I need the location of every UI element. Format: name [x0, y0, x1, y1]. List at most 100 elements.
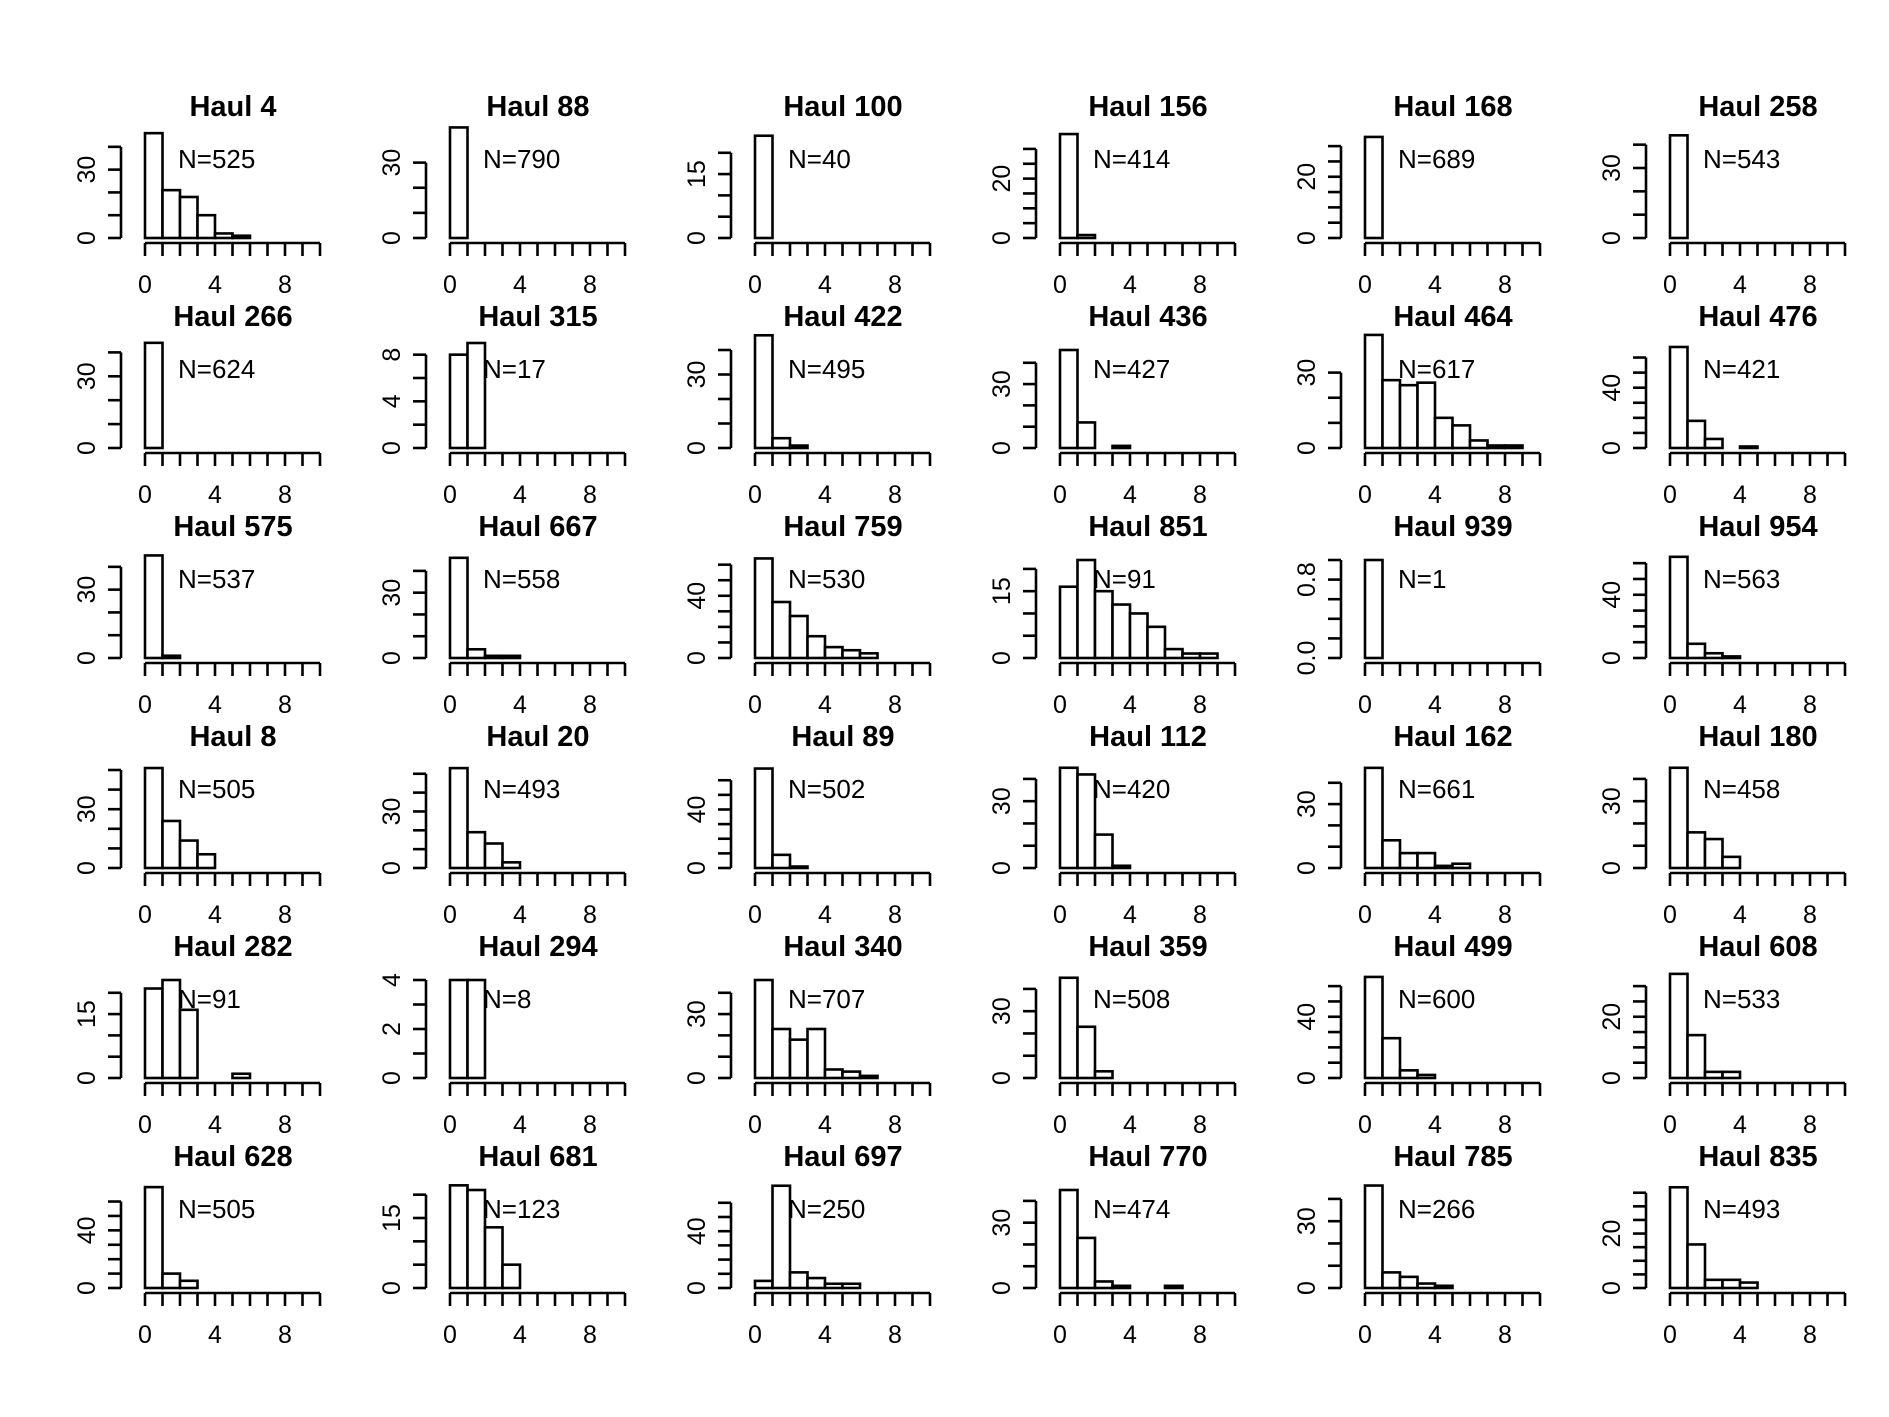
histogram-bar [771, 1184, 792, 1290]
panel-title: Haul 759 [783, 511, 902, 543]
x-tick-label: 4 [1428, 691, 1442, 719]
x-tick-label: 0 [138, 691, 152, 719]
y-tick-label: 0 [378, 1281, 406, 1295]
histogram-bar [143, 554, 164, 660]
histogram-bar [1058, 766, 1079, 870]
sample-size-label: N=525 [178, 144, 255, 174]
x-tick-label: 8 [278, 481, 292, 509]
y-tick-label: 30 [73, 362, 101, 390]
y-tick-label: 8 [378, 348, 406, 362]
y-tick-label: 0 [1598, 651, 1626, 665]
x-tick-label: 8 [1193, 901, 1207, 929]
x-tick-label: 4 [513, 1111, 527, 1139]
panel-title: Haul 422 [783, 301, 902, 333]
panel-title: Haul 835 [1698, 1141, 1817, 1173]
panel-title: Haul 608 [1698, 931, 1817, 963]
x-tick-label: 4 [513, 481, 527, 509]
histogram-bar [1381, 378, 1402, 450]
sample-size-label: N=1 [1398, 564, 1446, 594]
x-tick-label: 4 [208, 691, 222, 719]
x-tick-label: 4 [208, 1111, 222, 1139]
histogram-bar [1181, 652, 1202, 660]
histogram-bar [1686, 419, 1707, 450]
y-tick-label: 30 [73, 795, 101, 823]
histogram-bar [771, 1027, 792, 1080]
x-tick-label: 0 [1358, 691, 1372, 719]
x-tick-label: 8 [278, 691, 292, 719]
panel-title: Haul 4 [189, 91, 276, 123]
panel-title: Haul 681 [478, 1141, 597, 1173]
y-tick-label: 15 [683, 160, 711, 188]
x-tick-label: 8 [1193, 1111, 1207, 1139]
x-tick-label: 4 [1733, 1321, 1747, 1349]
histogram-bar [1703, 1070, 1724, 1080]
sample-size-label: N=502 [788, 774, 865, 804]
histogram-bar [483, 654, 504, 660]
histogram-bar [1111, 603, 1132, 660]
x-tick-label: 0 [1663, 481, 1677, 509]
panel-title: Haul 100 [783, 91, 902, 123]
x-tick-label: 4 [818, 1321, 832, 1349]
histogram-bar [466, 830, 487, 870]
histogram-bar [178, 1279, 199, 1290]
histogram-bar [1416, 851, 1437, 870]
sample-size-label: N=414 [1093, 144, 1170, 174]
x-tick-label: 0 [1358, 1321, 1372, 1349]
x-tick-label: 8 [583, 691, 597, 719]
x-tick-label: 0 [1663, 271, 1677, 299]
y-tick-label: 0 [378, 441, 406, 455]
x-tick-label: 4 [513, 1321, 527, 1349]
panel-title: Haul 575 [173, 511, 292, 543]
sample-size-label: N=563 [1703, 564, 1780, 594]
histogram-bar [1686, 1243, 1707, 1290]
histogram-bar [788, 1038, 809, 1080]
histogram-bar [788, 614, 809, 660]
x-tick-label: 8 [1803, 481, 1817, 509]
histogram-bar [1363, 333, 1384, 450]
histogram-bar [1111, 444, 1132, 450]
sample-size-label: N=17 [483, 354, 546, 384]
y-tick-label: 0 [683, 1071, 711, 1085]
histogram-bar [1668, 345, 1689, 450]
x-tick-label: 0 [748, 691, 762, 719]
histogram-bar [1058, 585, 1079, 660]
sample-size-label: N=421 [1703, 354, 1780, 384]
y-tick-label: 0 [683, 441, 711, 455]
panel-title: Haul 851 [1088, 511, 1207, 543]
x-tick-label: 0 [1053, 1321, 1067, 1349]
sample-size-label: N=40 [788, 144, 851, 174]
y-tick-label: 0 [378, 231, 406, 245]
panel-title: Haul 770 [1088, 1141, 1207, 1173]
histogram-bar [448, 1184, 469, 1290]
x-tick-label: 0 [1663, 1111, 1677, 1139]
sample-size-label: N=474 [1093, 1194, 1170, 1224]
y-tick-label: 20 [1293, 163, 1321, 191]
sample-size-label: N=558 [483, 564, 560, 594]
panel-title: Haul 89 [791, 721, 894, 753]
histogram-bar [1686, 1033, 1707, 1080]
y-tick-label: 0 [1293, 1281, 1321, 1295]
histogram-bar [823, 1068, 844, 1080]
histogram-bar [788, 444, 809, 450]
y-tick-label: 0.8 [1293, 562, 1321, 597]
y-tick-label: 0 [1598, 441, 1626, 455]
panel-title: Haul 258 [1698, 91, 1817, 123]
x-tick-label: 8 [1498, 901, 1512, 929]
histogram-bar [448, 766, 469, 870]
x-tick-label: 0 [748, 901, 762, 929]
histogram-bar [823, 645, 844, 660]
y-tick-label: 40 [683, 796, 711, 824]
histogram-bar [501, 1263, 522, 1290]
histogram-bar [231, 1072, 252, 1080]
y-tick-label: 30 [683, 1000, 711, 1028]
x-tick-label: 8 [888, 271, 902, 299]
y-tick-label: 30 [1598, 787, 1626, 815]
panel-title: Haul 156 [1088, 91, 1207, 123]
histogram-bar [1721, 1278, 1742, 1290]
y-tick-label: 20 [1598, 1003, 1626, 1031]
x-tick-label: 8 [278, 271, 292, 299]
x-tick-label: 4 [513, 271, 527, 299]
y-tick-label: 0 [73, 441, 101, 455]
histogram-bar [841, 1282, 862, 1290]
histogram-bar [1721, 1070, 1742, 1080]
